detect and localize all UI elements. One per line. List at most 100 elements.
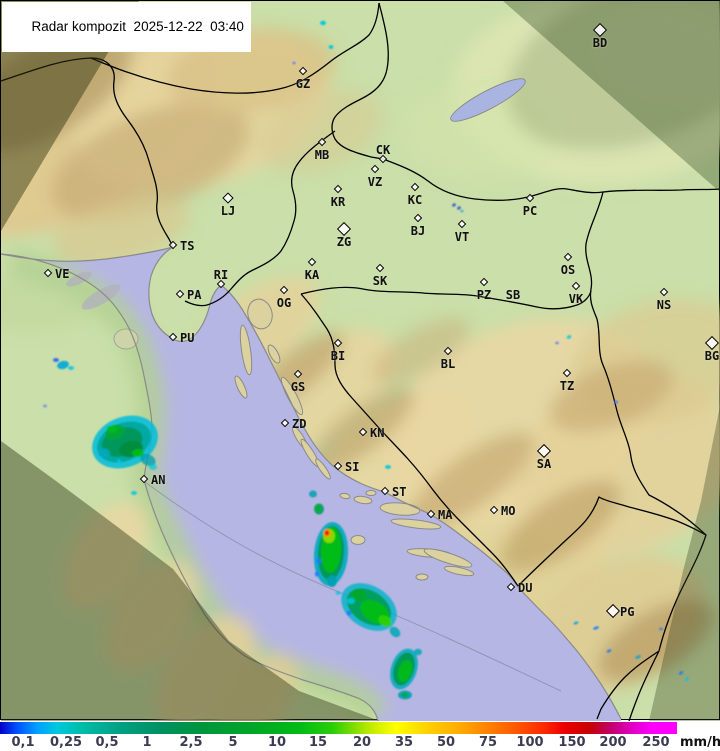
city-marker-icon [525, 193, 535, 203]
title-bar: Radar kompozit 2025-12-22 03:40 [2, 2, 251, 52]
radar-echo [606, 649, 612, 653]
city-label: VE [55, 267, 70, 281]
radar-echo [314, 571, 320, 577]
radar-echo [68, 366, 74, 370]
legend: 0,1 0,25 0,5 1 2,5 5 10 15 20 35 50 75 100 150 200 250 … [0, 721, 720, 751]
precipitation-echoes [43, 20, 690, 700]
city-marker-icon [426, 509, 436, 519]
city-label: VT [454, 230, 470, 244]
city-label: SK [372, 274, 388, 288]
radar-map[interactable]: GZ BD MB CK VZ KR KC PC LJ BJ VT ZG TS RI VE PA OS PZ SB VK… [0, 0, 720, 721]
radar-echo [98, 448, 110, 458]
city-marker-icon [333, 338, 343, 348]
city-marker-icon [489, 505, 499, 515]
radar-echo [401, 692, 409, 698]
legend-tick-5: 5 [228, 735, 238, 750]
city-label: VZ [367, 175, 383, 189]
radar-echo [131, 491, 137, 495]
radar-echo [117, 459, 121, 463]
city-label: LJ [220, 204, 236, 218]
city-label: PC [522, 204, 538, 218]
radar-echo [292, 61, 296, 65]
radar-echo [320, 20, 326, 26]
radar-echo [309, 490, 317, 498]
venice-lagoon [66, 271, 139, 350]
radar-echo [452, 203, 456, 207]
city-label: KA [304, 268, 320, 282]
city-label: BI [330, 349, 346, 363]
city-label: KC [407, 193, 423, 207]
legend-tick-20: 20 [352, 735, 372, 750]
italy-terrain [8, 249, 388, 721]
radar-echo [316, 558, 322, 564]
legend-tick-10: 10 [267, 735, 287, 750]
city-marker-icon [536, 443, 552, 459]
country-borders [1, 2, 720, 721]
city-label: ZG [336, 235, 352, 249]
radar-echo [460, 209, 464, 213]
islands [234, 298, 475, 581]
city-marker-icon [139, 474, 149, 484]
city-label: PA [187, 288, 202, 302]
coastlines [1, 246, 622, 721]
city-marker-icon [659, 287, 669, 297]
radar-echo [389, 626, 401, 638]
city-marker-icon [563, 252, 573, 262]
radar-echo [457, 206, 461, 210]
legend-tick-75: 75 [478, 735, 498, 750]
city-label: SA [536, 457, 552, 471]
legend-tick-50: 50 [436, 735, 456, 750]
city-label: BG [704, 349, 720, 363]
city-label: PZ [476, 288, 492, 302]
city-marker-icon [168, 332, 178, 342]
radar-echo [328, 45, 334, 49]
rainrate-colorbar [0, 722, 677, 734]
radar-echo [57, 360, 69, 370]
city-marker-icon [333, 461, 343, 471]
city-label: SB [505, 288, 521, 302]
radar-echo [53, 358, 59, 362]
city-label: AN [151, 473, 166, 487]
radar-echo [659, 627, 663, 631]
city-marker-icon [410, 182, 420, 192]
city-marker-icon [479, 277, 489, 287]
city-marker-icon [370, 164, 380, 174]
radar-echo [351, 588, 367, 602]
legend-tick-2,5: 2,5 [179, 735, 203, 750]
legend-tick-15: 15 [308, 735, 328, 750]
legend-tick-0,1: 0,1 [11, 735, 35, 750]
city-marker-icon [280, 418, 290, 428]
radar-echo [614, 400, 618, 404]
radar-echo [140, 453, 156, 467]
city-label: VK [568, 292, 584, 306]
radar-echo [107, 425, 117, 433]
city-marker-icon [704, 335, 720, 351]
city-label: MA [438, 508, 453, 522]
city-label: GZ [295, 77, 311, 91]
legend-tick-250: 250 [642, 735, 670, 750]
out-of-range-shading [1, 1, 720, 721]
radar-echo [325, 530, 329, 536]
city-marker-icon [443, 346, 453, 356]
city-label: BJ [410, 224, 426, 238]
radar-echo [635, 655, 641, 659]
city-marker-icon [413, 213, 423, 223]
city-marker-icon [175, 289, 185, 299]
city-label: KR [330, 195, 346, 209]
city-label: TZ [559, 379, 575, 393]
title-text: Radar kompozit 2025-12-22 03:40 [31, 19, 244, 34]
city-marker-icon [605, 603, 621, 619]
lake-balaton [450, 78, 526, 122]
radar-echo [327, 575, 337, 587]
radar-echo [43, 404, 47, 408]
radar-echo [555, 341, 559, 345]
radar-echo [335, 591, 341, 595]
city-marker-icon [317, 137, 327, 147]
legend-tick-200: 200 [599, 735, 627, 750]
city-label: ZD [292, 417, 307, 431]
city-marker-icon [375, 263, 385, 273]
city-label: SI [345, 460, 360, 474]
radar-echo [397, 660, 413, 682]
radar-echo [385, 465, 391, 469]
city-label: CK [375, 143, 391, 157]
